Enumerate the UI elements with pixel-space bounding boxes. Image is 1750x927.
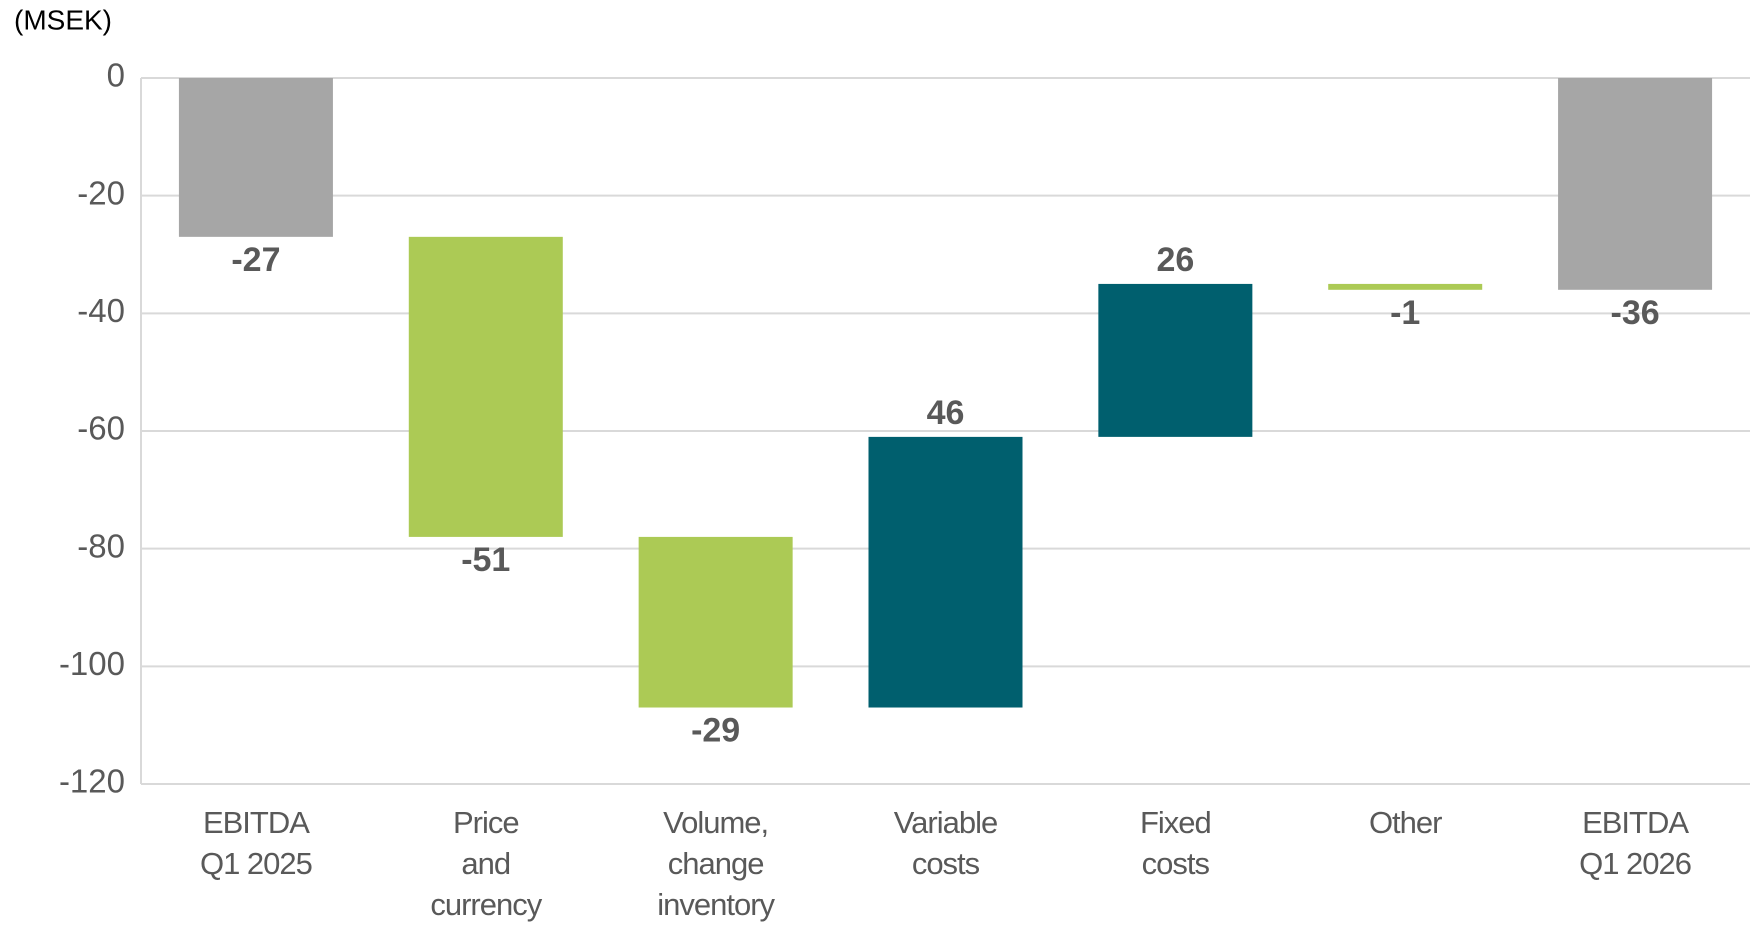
x-tick-label: inventory bbox=[657, 887, 775, 922]
data-label: 26 bbox=[1156, 241, 1194, 279]
y-tick-label: -20 bbox=[77, 174, 125, 211]
bar bbox=[638, 536, 793, 708]
bar bbox=[1328, 283, 1483, 290]
y-tick-label: -100 bbox=[59, 645, 125, 682]
x-tick-label: Fixed bbox=[1140, 805, 1211, 840]
x-tick-label: costs bbox=[912, 846, 980, 881]
x-tick-label: Volume, bbox=[663, 805, 768, 840]
y-axis-label: (MSEK) bbox=[14, 4, 112, 35]
x-tick-label: Q1 2025 bbox=[200, 846, 312, 881]
x-tick-label: EBITDA bbox=[203, 805, 310, 840]
x-tick-label: change bbox=[668, 846, 764, 881]
x-tick-label: and bbox=[461, 846, 510, 881]
y-tick-label: -60 bbox=[77, 410, 125, 447]
bar bbox=[408, 236, 563, 537]
bar bbox=[1558, 78, 1713, 290]
y-tick-label: 0 bbox=[107, 57, 125, 94]
y-tick-label: -40 bbox=[77, 292, 125, 329]
data-label: -36 bbox=[1611, 294, 1660, 332]
data-label: -1 bbox=[1390, 294, 1420, 332]
x-tick-label: Price bbox=[453, 805, 519, 840]
bar bbox=[178, 78, 333, 237]
data-label: -51 bbox=[461, 541, 510, 579]
x-tick-label: Q1 2026 bbox=[1579, 846, 1691, 881]
data-label: -27 bbox=[231, 241, 280, 279]
data-label: -29 bbox=[691, 712, 740, 750]
data-label: 46 bbox=[927, 394, 965, 432]
x-tick-label: Variable bbox=[894, 805, 997, 840]
x-tick-label: EBITDA bbox=[1582, 805, 1689, 840]
x-tick-label: currency bbox=[430, 887, 542, 922]
x-tick-label: Other bbox=[1369, 805, 1442, 840]
bar bbox=[1098, 283, 1253, 437]
bar bbox=[868, 436, 1023, 708]
y-tick-label: -80 bbox=[77, 527, 125, 564]
y-tick-label: -120 bbox=[59, 763, 125, 800]
x-tick-label: costs bbox=[1142, 846, 1210, 881]
